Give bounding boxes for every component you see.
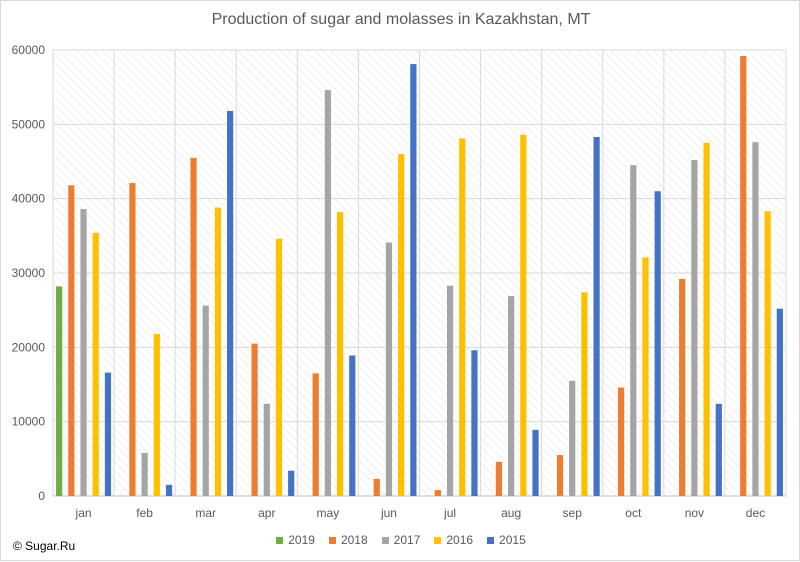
bar-2016-mar xyxy=(214,207,222,496)
bar-2018-aug xyxy=(495,461,503,496)
bar-2018-oct xyxy=(617,387,625,496)
bar-2017-jun xyxy=(385,242,393,496)
bar-2015-may xyxy=(349,355,356,496)
bar-2018-may xyxy=(312,373,319,496)
y-tick-label: 20000 xyxy=(12,340,46,354)
y-tick-label: 40000 xyxy=(12,192,46,206)
bar-2017-dec xyxy=(752,142,759,496)
legend: 2019 2018 2017 2016 2015 xyxy=(1,533,800,547)
bar-2017-oct xyxy=(630,165,637,496)
y-tick-label: 50000 xyxy=(12,117,46,131)
legend-label: 2018 xyxy=(340,533,368,547)
bar-layer xyxy=(56,55,783,497)
legend-item-2016: 2016 xyxy=(434,533,473,547)
bar-2015-jun xyxy=(410,64,417,496)
y-tick-label: 30000 xyxy=(12,266,46,280)
bar-2015-sep xyxy=(593,136,600,496)
chart-title: Production of sugar and molasses in Kaza… xyxy=(211,11,591,28)
bar-2018-jul xyxy=(434,490,441,496)
x-tick-label: jun xyxy=(380,506,397,520)
bar-2018-dec xyxy=(740,55,747,497)
x-tick-label: jul xyxy=(443,506,456,520)
bar-2018-nov xyxy=(679,278,686,496)
bar-2016-sep xyxy=(581,292,588,496)
bar-2018-mar xyxy=(190,157,197,497)
bar-2016-nov xyxy=(703,142,710,496)
x-tick-label: nov xyxy=(685,506,704,520)
y-tick-label: 0 xyxy=(38,489,45,503)
bar-2017-aug xyxy=(508,296,515,496)
bar-2018-feb xyxy=(129,183,136,496)
y-axis: 0 10000 20000 30000 40000 50000 60000 xyxy=(12,43,46,503)
bar-2018-jun xyxy=(373,478,380,496)
x-tick-label: may xyxy=(317,506,340,520)
bar-2015-dec xyxy=(776,308,783,496)
bar-2016-jul xyxy=(459,138,466,496)
bar-2016-feb xyxy=(153,333,160,496)
bar-2015-oct xyxy=(654,191,661,496)
legend-swatch xyxy=(276,536,284,544)
legend-item-2018: 2018 xyxy=(328,533,368,547)
y-tick-label: 60000 xyxy=(12,43,46,57)
x-tick-label: mar xyxy=(195,506,216,520)
bar-2017-may xyxy=(324,90,331,496)
bar-2017-apr xyxy=(263,403,270,496)
y-tick-label: 10000 xyxy=(12,415,46,429)
bar-2017-sep xyxy=(569,380,576,496)
bar-2016-oct xyxy=(642,257,649,496)
bar-2017-mar xyxy=(202,305,209,496)
bar-2015-nov xyxy=(715,403,722,496)
legend-swatch xyxy=(381,536,389,544)
bar-2016-jun xyxy=(398,154,405,497)
legend-label: 2019 xyxy=(288,533,315,547)
bar-2019-jan xyxy=(56,286,63,496)
legend-swatch xyxy=(328,536,336,544)
bar-2017-feb xyxy=(141,452,148,496)
bar-2018-jan xyxy=(68,185,75,496)
x-tick-label: feb xyxy=(136,506,153,520)
bar-2018-sep xyxy=(556,455,564,496)
grid-layer xyxy=(52,49,787,497)
bar-2015-jul xyxy=(471,350,478,496)
bar-2016-apr xyxy=(275,238,283,496)
bar-2015-apr xyxy=(288,470,295,496)
x-tick-label: sep xyxy=(563,506,583,520)
legend-swatch xyxy=(434,536,442,544)
legend-label: 2016 xyxy=(446,533,474,547)
bar-2016-jan xyxy=(92,232,99,497)
legend-swatch xyxy=(487,536,495,544)
x-tick-label: oct xyxy=(625,506,642,520)
x-tick-label: aug xyxy=(501,506,521,520)
bar-2016-aug xyxy=(520,134,527,497)
bar-2017-jul xyxy=(446,285,454,496)
copyright-text: © Sugar.Ru xyxy=(13,539,76,553)
x-tick-label: jan xyxy=(75,506,92,520)
bar-2016-may xyxy=(336,212,344,496)
bar-2017-nov xyxy=(691,160,698,496)
x-tick-label: apr xyxy=(258,506,275,520)
legend-label: 2015 xyxy=(499,533,526,547)
bar-2015-mar xyxy=(227,110,234,496)
bar-2015-jan xyxy=(104,372,112,496)
bar-2015-aug xyxy=(532,429,539,496)
legend-item-2019: 2019 xyxy=(276,533,315,547)
legend-item-2017: 2017 xyxy=(381,533,421,547)
bar-2018-apr xyxy=(251,343,258,496)
bar-2015-feb xyxy=(165,484,173,496)
bar-2016-dec xyxy=(764,211,771,496)
bar-2017-jan xyxy=(80,209,87,496)
legend-item-2015: 2015 xyxy=(487,533,526,547)
legend-label: 2017 xyxy=(393,533,421,547)
x-axis: jan feb mar apr may jun jul aug sep oct nov dec xyxy=(75,506,766,520)
x-tick-label: dec xyxy=(746,506,765,520)
